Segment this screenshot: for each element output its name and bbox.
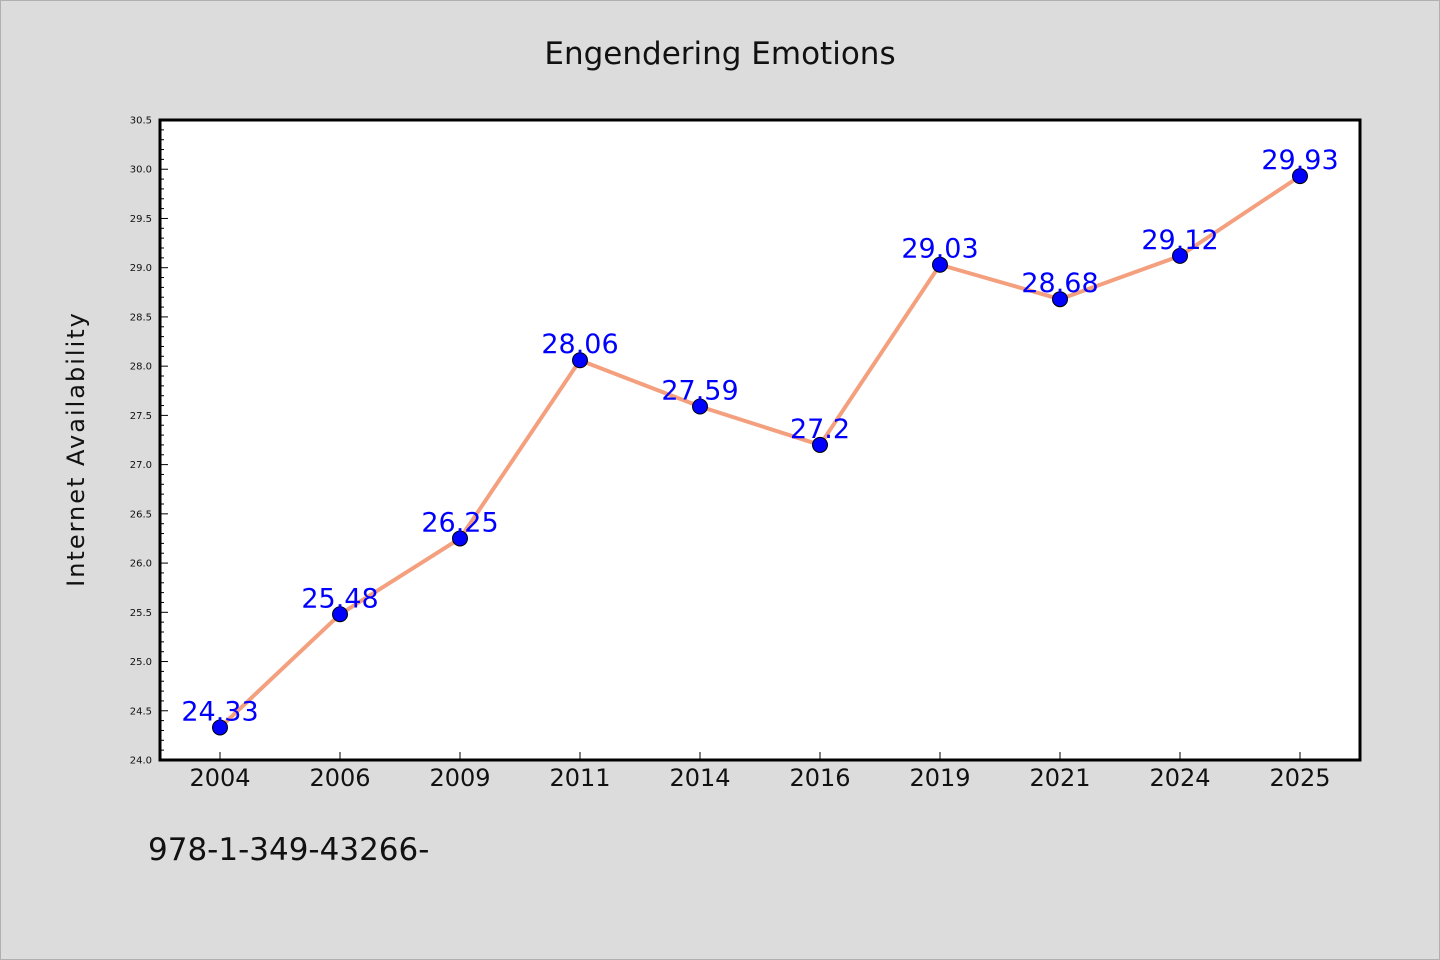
data-point [452,530,468,547]
y-axis-label: Internet Availability [62,311,90,587]
y-tick-label: 28.5 [130,312,152,323]
data-point [1172,247,1188,264]
y-tick-label: 24.5 [130,706,152,717]
x-tick-label: 2004 [189,764,250,792]
data-label: 26.25 [421,507,498,538]
y-axis: 24.0 24.5 25.0 25.5 26.0 26.5 27.0 27.5 28.0 28.5… [130,116,168,767]
footer-isbn-text: 978-1-349-43266- [148,832,430,868]
data-label: 27.2 [790,414,850,445]
x-tick-label: 2014 [669,764,730,792]
y-tick-label: 30.0 [130,165,152,176]
data-label: 28.68 [1021,268,1098,299]
data-label: 28.06 [541,329,618,360]
data-point [212,719,228,736]
data-point [1052,291,1068,308]
y-tick-label: 28.0 [130,362,152,373]
y-tick-label: 25.0 [130,657,152,668]
data-label: 27.59 [661,376,738,407]
x-axis: 2004 2006 2009 2011 2014 2016 2019 2021 2024 2025 [189,752,1331,792]
y-tick-label: 24.0 [130,756,152,767]
data-point [332,606,348,623]
data-label: 25.48 [301,583,378,614]
y-tick-label: 27.0 [130,460,152,471]
data-label: 29.03 [901,234,978,265]
chart-title: Engendering Emotions [544,36,895,72]
data-label: 29.12 [1141,225,1218,256]
series-layer: 24.33 25.48 26.25 28.06 27.59 27.2 29.03 28.68 2… [181,145,1339,736]
y-tick-label: 26.5 [130,509,152,520]
x-tick-label: 2006 [309,764,370,792]
series-line [218,174,1302,730]
data-point [1292,168,1308,185]
x-tick-label: 2019 [909,764,970,792]
y-tick-label: 29.5 [130,214,152,225]
x-tick-label: 2016 [789,764,850,792]
y-tick-label: 26.0 [130,559,152,570]
x-tick-label: 2025 [1269,764,1330,792]
y-tick-label: 27.5 [130,411,152,422]
data-point [692,398,708,415]
data-point [932,256,948,273]
plot-area [158,118,1362,762]
data-label: 24.33 [181,697,258,728]
y-tick-label: 29.0 [130,263,152,274]
data-label: 29.93 [1261,145,1338,176]
data-point [572,352,588,369]
x-tick-label: 2009 [429,764,490,792]
x-tick-label: 2024 [1149,764,1210,792]
y-tick-label: 30.5 [130,116,152,127]
x-tick-label: 2021 [1029,764,1090,792]
y-tick-label: 25.5 [130,608,152,619]
x-tick-label: 2011 [549,764,610,792]
data-point [812,436,828,453]
